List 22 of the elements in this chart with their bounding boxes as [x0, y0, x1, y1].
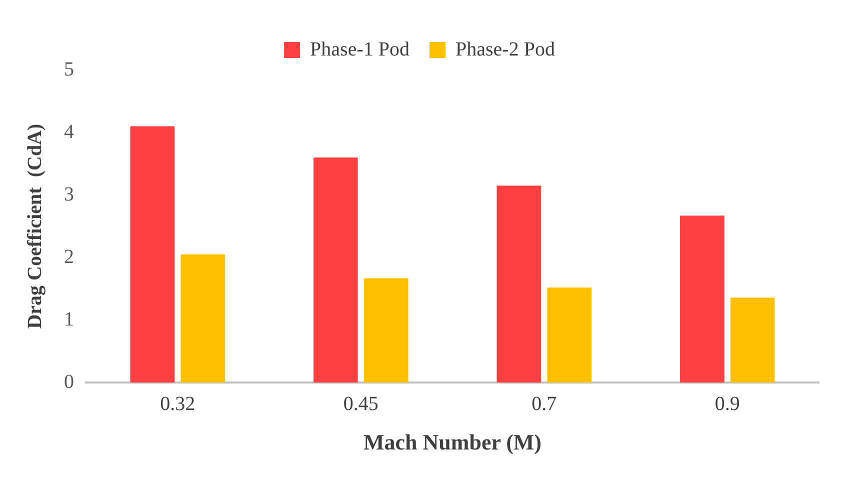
- x-tick-label: 0.9: [714, 392, 740, 415]
- legend-label: Phase-1 Pod: [310, 38, 410, 60]
- y-tick-label: 0: [64, 370, 74, 393]
- x-tick-label: 0.32: [160, 392, 196, 415]
- bar: [314, 158, 358, 383]
- bar: [730, 298, 775, 383]
- bar: [680, 216, 724, 383]
- bar: [547, 288, 592, 383]
- y-tick-label: 1: [64, 308, 74, 330]
- x-axis-title: Mach Number (M): [364, 429, 542, 454]
- x-tick-label: 0.45: [343, 392, 378, 415]
- y-tick-label: 4: [64, 120, 74, 143]
- bar: [130, 126, 175, 383]
- x-tick-label: 0.7: [532, 392, 557, 415]
- bar: [364, 278, 408, 383]
- bar: [496, 186, 542, 383]
- bar: [180, 254, 225, 383]
- y-tick-label: 3: [64, 183, 74, 206]
- y-axis-title: Drag Coefficient (CdA): [24, 124, 46, 329]
- legend-label: Phase-2 Pod: [456, 38, 555, 60]
- y-tick-label: 2: [64, 246, 74, 268]
- y-tick-label: 5: [64, 58, 74, 80]
